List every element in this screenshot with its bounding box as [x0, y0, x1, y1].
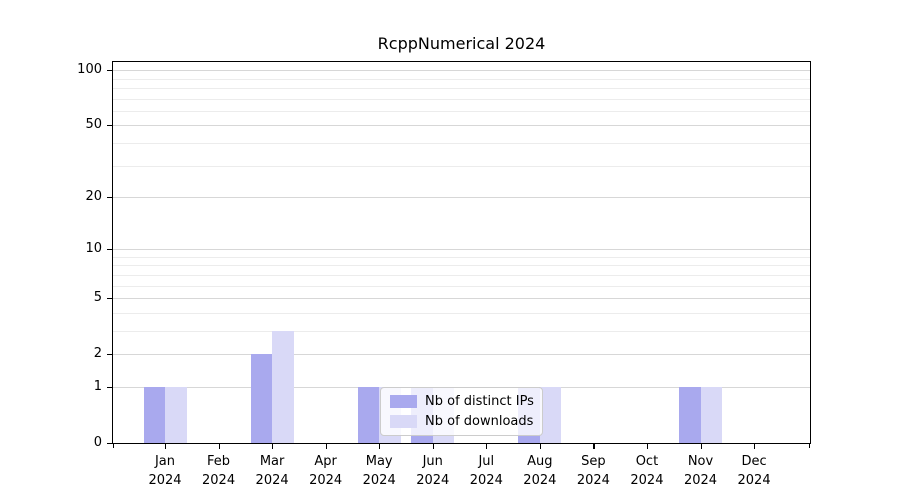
- minor-gridline: [113, 265, 810, 267]
- legend-swatch-distinct-ips: [390, 395, 417, 408]
- minor-gridline: [113, 78, 810, 80]
- bar-may-distinct-ips: [357, 386, 380, 443]
- x-tick-mark: [646, 444, 649, 449]
- minor-gridline: [113, 98, 810, 100]
- x-tick-label-oct: Oct 2024: [630, 454, 664, 488]
- major-gridline: [113, 125, 810, 127]
- x-tick-label-may: May 2024: [362, 454, 396, 488]
- legend: Nb of distinct IPs Nb of downloads: [380, 387, 543, 436]
- bar-layer: [113, 62, 811, 448]
- legend-item-downloads: Nb of downloads: [390, 414, 533, 429]
- bar-nov-downloads: [700, 386, 722, 443]
- x-tick-mark: [593, 444, 595, 449]
- y-tick-label: 100: [77, 62, 102, 78]
- axis-corner-tick: [113, 443, 115, 448]
- bar-mar-downloads: [272, 330, 294, 443]
- y-tick-label: 1: [93, 378, 102, 394]
- y-tick-label: 2: [93, 346, 102, 362]
- major-gridline: [113, 354, 810, 356]
- x-tick-mark: [486, 444, 488, 449]
- y-tick-mark: [107, 249, 112, 251]
- minor-gridline: [113, 285, 810, 287]
- x-tick-mark: [539, 444, 542, 449]
- legend-item-distinct-ips: Nb of distinct IPs: [390, 394, 534, 409]
- minor-gridline: [113, 142, 810, 144]
- legend-label-distinct-ips: Nb of distinct IPs: [425, 394, 534, 409]
- minor-gridline: [113, 330, 810, 332]
- y-tick-mark: [107, 354, 112, 356]
- x-tick-label-apr: Apr 2024: [309, 454, 343, 488]
- bar-aug-downloads: [539, 386, 562, 443]
- x-tick-mark: [218, 444, 220, 449]
- major-gridline: [113, 70, 810, 72]
- x-tick-label-dec: Dec 2024: [737, 454, 771, 488]
- minor-gridline: [113, 256, 810, 258]
- y-tick-mark: [107, 298, 112, 300]
- minor-gridline: [113, 274, 810, 276]
- minor-gridline: [113, 87, 810, 89]
- x-tick-label-nov: Nov 2024: [683, 454, 718, 488]
- y-tick-label: 20: [85, 189, 102, 204]
- axis-corner-tick: [809, 443, 811, 448]
- x-tick-label-jul: Jul 2024: [469, 454, 503, 488]
- plot-area: Nb of distinct IPs Nb of downloads: [112, 61, 811, 448]
- x-tick-label-jun: Jun 2024: [416, 454, 450, 488]
- x-tick-mark: [272, 444, 274, 449]
- y-tick-mark: [107, 125, 112, 127]
- x-tick-mark: [325, 444, 327, 449]
- x-tick-label-sep: Sep 2024: [576, 454, 610, 488]
- x-tick-label-mar: Mar 2024: [255, 454, 289, 488]
- x-tick-mark: [432, 444, 434, 449]
- y-tick-mark: [107, 197, 112, 199]
- y-tick-mark: [107, 70, 112, 72]
- chart-title: RcppNumerical 2024: [377, 34, 546, 53]
- bar-jan-distinct-ips: [143, 386, 165, 443]
- major-gridline: [113, 298, 810, 300]
- y-tick-mark: [107, 443, 112, 445]
- y-tick-label: 5: [93, 290, 102, 306]
- minor-gridline: [113, 312, 810, 314]
- bar-nov-distinct-ips: [679, 386, 701, 443]
- y-tick-label: 10: [85, 241, 102, 257]
- x-tick-mark: [754, 444, 756, 449]
- major-gridline: [113, 249, 810, 251]
- bar-jan-downloads: [165, 386, 187, 443]
- x-tick-mark: [165, 444, 167, 449]
- x-tick-label-jan: Jan 2024: [148, 454, 182, 488]
- y-tick-label: 50: [85, 117, 102, 133]
- y-tick-mark: [107, 386, 112, 389]
- x-tick-label-feb: Feb 2024: [202, 454, 236, 488]
- x-tick-mark: [700, 444, 702, 449]
- y-tick-label: 0: [93, 435, 102, 450]
- x-tick-label-aug: Aug 2024: [523, 454, 557, 488]
- bar-mar-distinct-ips: [250, 354, 273, 443]
- legend-label-downloads: Nb of downloads: [425, 414, 534, 429]
- minor-gridline: [113, 110, 810, 112]
- legend-swatch-downloads: [390, 415, 417, 428]
- minor-gridline: [113, 165, 810, 167]
- major-gridline: [113, 197, 810, 198]
- x-tick-mark: [379, 444, 381, 449]
